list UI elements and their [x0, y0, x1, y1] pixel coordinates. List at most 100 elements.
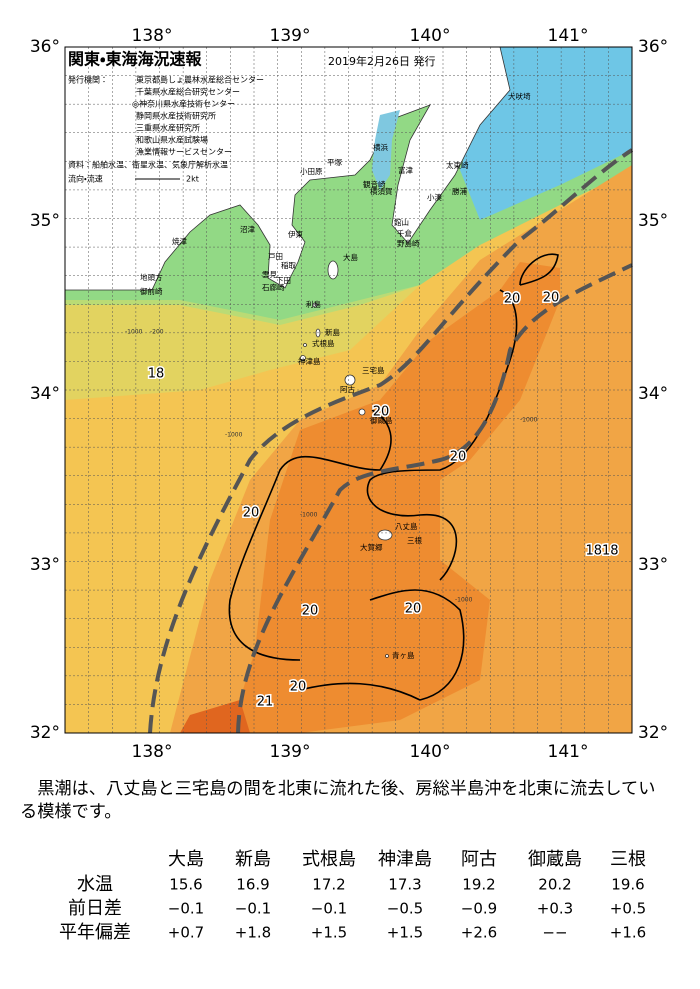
publisher: 三重県水産研究所 — [136, 123, 200, 133]
place-name: 富津 — [398, 165, 413, 175]
depth-label: -200 — [150, 329, 164, 336]
lon-label: 139° — [270, 742, 311, 762]
place-name: 横須賀 — [370, 186, 393, 196]
place-name: 阿古 — [340, 384, 355, 394]
lat-label: 32° — [638, 723, 668, 743]
place-name: 雲見 — [262, 270, 277, 279]
lon-label: 140° — [410, 742, 451, 762]
place-name: 式根島 — [312, 338, 335, 348]
lat-label: 36° — [30, 37, 60, 57]
row-label: 水温 — [77, 874, 113, 895]
publisher: ◎神奈川県水産技術センター — [132, 99, 235, 109]
depth-label: -1000 — [225, 432, 243, 439]
place-name: 三根 — [407, 535, 422, 545]
cell: 17.2 — [312, 876, 345, 894]
cell: +0.5 — [610, 900, 646, 918]
place-name: 三宅島 — [362, 365, 385, 375]
place-name: 千倉 — [397, 228, 412, 238]
lat-label: 32° — [30, 723, 60, 743]
place-name: 野島崎 — [397, 238, 420, 248]
column-header: 式根島 — [302, 849, 356, 870]
place-name: 新島 — [325, 327, 340, 337]
issue-date: 2019年2月26日 発行 — [328, 54, 436, 68]
cell: 15.6 — [169, 876, 202, 894]
lon-label: 138° — [132, 742, 173, 762]
cell: +2.6 — [461, 924, 497, 942]
place-name: 勝浦 — [452, 186, 467, 196]
row-label: 平年偏差 — [59, 922, 131, 943]
isotherm-label: 20 — [243, 506, 260, 521]
isotherm-label: 20 — [290, 680, 307, 695]
place-name: 観音崎 — [363, 179, 386, 189]
kuroshio-water — [230, 262, 560, 733]
publisher: 千葉県水産総合研究センター — [136, 87, 240, 97]
islands — [300, 260, 393, 658]
cell: +0.3 — [537, 900, 573, 918]
isotherm-label: 20 — [373, 405, 390, 420]
place-name: 大島 — [343, 252, 358, 262]
cell: +0.7 — [168, 924, 204, 942]
land — [64, 46, 511, 291]
publisher: 漁業情報サービスセンター — [136, 147, 232, 157]
place-name: 御前崎 — [140, 286, 163, 296]
lat-label: 35° — [638, 211, 668, 231]
place-name: 地頭方 — [140, 272, 163, 282]
map-frame — [64, 46, 633, 734]
isotherm-label: 20 — [450, 450, 467, 465]
column-header: 神津島 — [378, 849, 432, 870]
lon-label: 140° — [410, 26, 451, 46]
cell: 16.9 — [236, 876, 269, 894]
place-name: 石廊崎 — [262, 282, 285, 292]
tokyo-bay — [372, 110, 400, 190]
lon-label: 138° — [132, 26, 173, 46]
row-label: 前日差 — [68, 898, 122, 919]
publisher-label: 発行機関： — [68, 75, 108, 85]
publisher: 東京都島しょ農林水産総合センター — [136, 75, 264, 85]
lon-label: 141° — [548, 742, 589, 762]
column-header: 大島 — [168, 849, 204, 870]
cell: −0.1 — [168, 900, 204, 918]
place-name: 大賀郷 — [360, 542, 383, 552]
lat-label: 34° — [30, 384, 60, 404]
depth-label: -1000 — [520, 417, 538, 424]
isotherm-label: 20 — [504, 292, 521, 307]
flow-label: 流向・流速 — [68, 174, 103, 184]
summary: 黒潮は、八丈島と三宅島の間を北東に流れた後、房総半島沖を北東に流去している模様で… — [20, 779, 656, 822]
place-name: 神津島 — [298, 356, 321, 366]
graticule — [65, 47, 632, 733]
place-name: 焼津 — [172, 237, 187, 246]
publisher: 和歌山県水産試験場 — [136, 135, 208, 145]
column-header: 三根 — [610, 849, 646, 870]
lat-label: 35° — [30, 211, 60, 231]
column-header: 新島 — [235, 849, 271, 870]
lon-label: 141° — [548, 26, 589, 46]
column-header: 阿古 — [461, 849, 497, 870]
isotherm-label: 20 — [543, 291, 560, 306]
lat-label: 34° — [638, 384, 668, 404]
header: 関東・東海海況速報 2019年2月26日 発行 発行機関： 東京都島しょ農林水産… — [68, 50, 436, 184]
kuroshio-axis — [148, 148, 634, 734]
cell: +1.5 — [311, 924, 347, 942]
cell: 17.3 — [388, 876, 421, 894]
depth-label: -1000 — [125, 329, 143, 336]
publisher: 静岡県水産技術研究所 — [136, 111, 216, 121]
place-name: 横浜 — [373, 142, 388, 152]
cell: +1.6 — [610, 924, 646, 942]
place-name: 伊東 — [288, 229, 303, 239]
depth-label: -1000 — [300, 512, 318, 519]
place-name: 館山 — [394, 218, 409, 227]
cell: −− — [542, 924, 567, 942]
place-name: 下田 — [276, 276, 291, 285]
lat-label: 33° — [30, 555, 60, 575]
sources: 資料：船舶水温、衛星水温、気象庁解析水温 — [68, 160, 228, 170]
flow-scale: 2kt — [186, 175, 199, 184]
place-name: 沼津 — [240, 225, 255, 234]
isotherm-label: 21 — [257, 695, 274, 710]
place-name: 小湊 — [427, 192, 442, 202]
map-title: 関東・東海海況速報 — [68, 50, 202, 69]
isotherm-label: 1818 — [585, 544, 618, 559]
cell: 20.2 — [538, 876, 571, 894]
depth-label: -1000 — [455, 597, 473, 604]
